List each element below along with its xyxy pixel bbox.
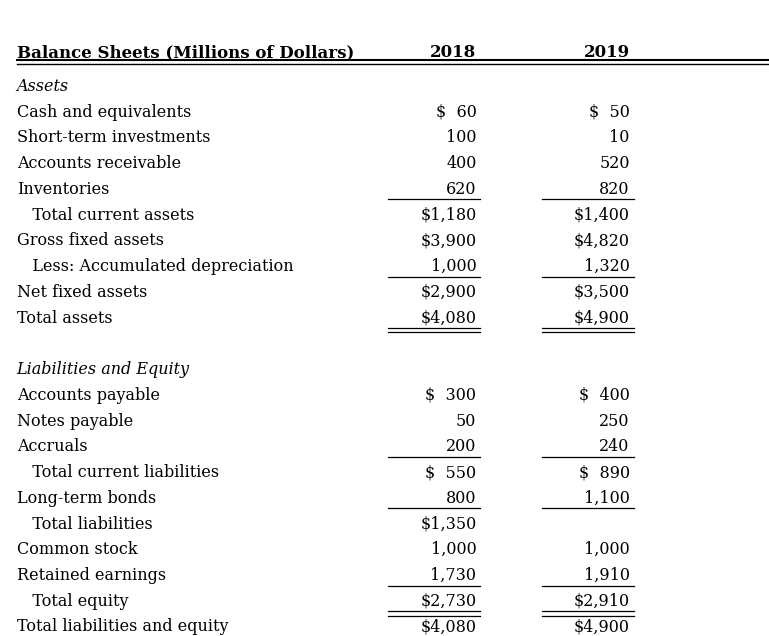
Text: $4,080: $4,080	[421, 618, 477, 635]
Text: $  50: $ 50	[589, 104, 630, 121]
Text: 400: 400	[446, 155, 477, 172]
Text: Balance Sheets (Millions of Dollars): Balance Sheets (Millions of Dollars)	[17, 45, 354, 61]
Text: $1,180: $1,180	[420, 207, 477, 224]
Text: Total current liabilities: Total current liabilities	[17, 464, 219, 481]
Text: $3,500: $3,500	[574, 284, 630, 301]
Text: Inventories: Inventories	[17, 181, 109, 198]
Text: 50: 50	[456, 413, 477, 429]
Text: $4,900: $4,900	[574, 310, 630, 327]
Text: 1,320: 1,320	[584, 258, 630, 275]
Text: 1,910: 1,910	[584, 567, 630, 584]
Text: Cash and equivalents: Cash and equivalents	[17, 104, 191, 121]
Text: Common stock: Common stock	[17, 541, 138, 558]
Text: Total current assets: Total current assets	[17, 207, 194, 224]
Text: Assets: Assets	[17, 78, 69, 95]
Text: Notes payable: Notes payable	[17, 413, 133, 429]
Text: Retained earnings: Retained earnings	[17, 567, 166, 584]
Text: $  550: $ 550	[425, 464, 477, 481]
Text: $  400: $ 400	[579, 387, 630, 404]
Text: 520: 520	[599, 155, 630, 172]
Text: Total equity: Total equity	[17, 593, 128, 610]
Text: Total liabilities: Total liabilities	[17, 516, 152, 532]
Text: $2,730: $2,730	[421, 593, 477, 610]
Text: 1,000: 1,000	[431, 541, 477, 558]
Text: $4,900: $4,900	[574, 618, 630, 635]
Text: $4,080: $4,080	[421, 310, 477, 327]
Text: Total assets: Total assets	[17, 310, 112, 327]
Text: 240: 240	[599, 438, 630, 455]
Text: 2018: 2018	[430, 45, 477, 61]
Text: 820: 820	[599, 181, 630, 198]
Text: $1,400: $1,400	[574, 207, 630, 224]
Text: 1,100: 1,100	[584, 490, 630, 507]
Text: Gross fixed assets: Gross fixed assets	[17, 232, 164, 249]
Text: $2,900: $2,900	[421, 284, 477, 301]
Text: 10: 10	[609, 130, 630, 146]
Text: $  300: $ 300	[425, 387, 477, 404]
Text: Accounts receivable: Accounts receivable	[17, 155, 181, 172]
Text: $4,820: $4,820	[574, 232, 630, 249]
Text: 1,730: 1,730	[431, 567, 477, 584]
Text: 1,000: 1,000	[584, 541, 630, 558]
Text: Net fixed assets: Net fixed assets	[17, 284, 147, 301]
Text: $  60: $ 60	[435, 104, 477, 121]
Text: $2,910: $2,910	[574, 593, 630, 610]
Text: 800: 800	[446, 490, 477, 507]
Text: $  890: $ 890	[578, 464, 630, 481]
Text: Accruals: Accruals	[17, 438, 88, 455]
Text: Less: Accumulated depreciation: Less: Accumulated depreciation	[17, 258, 293, 275]
Text: $1,350: $1,350	[420, 516, 477, 532]
Text: $3,900: $3,900	[421, 232, 477, 249]
Text: Total liabilities and equity: Total liabilities and equity	[17, 618, 228, 635]
Text: 2019: 2019	[584, 45, 630, 61]
Text: 200: 200	[446, 438, 477, 455]
Text: 250: 250	[599, 413, 630, 429]
Text: Liabilities and Equity: Liabilities and Equity	[17, 361, 190, 378]
Text: Short-term investments: Short-term investments	[17, 130, 210, 146]
Text: Long-term bonds: Long-term bonds	[17, 490, 156, 507]
Text: Accounts payable: Accounts payable	[17, 387, 160, 404]
Text: 1,000: 1,000	[431, 258, 477, 275]
Text: 620: 620	[446, 181, 477, 198]
Text: 100: 100	[446, 130, 477, 146]
